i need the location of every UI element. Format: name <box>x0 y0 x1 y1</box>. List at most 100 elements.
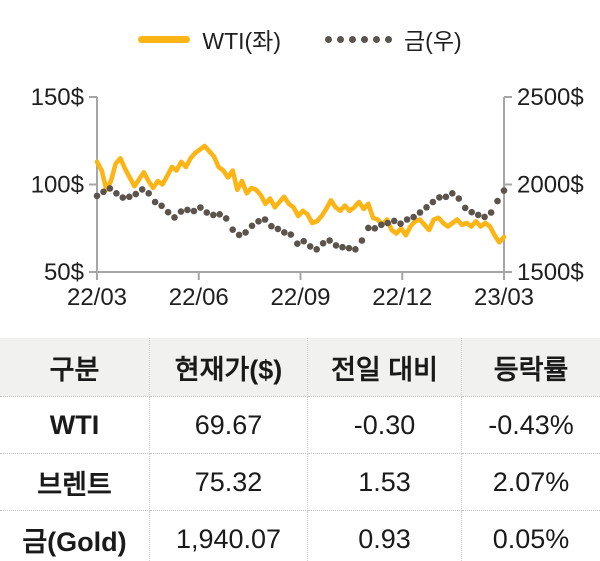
gold-series-dot <box>397 220 404 227</box>
table-row-price: 75.32 <box>150 454 308 511</box>
right-axis-tick-label: 2000$ <box>517 172 584 199</box>
gold-series-dot <box>339 243 346 251</box>
table-header-0: 구분 <box>0 338 150 397</box>
table-row-name: 금(Gold) <box>0 511 150 561</box>
gold-series-dot <box>222 215 230 222</box>
gold-series-dot <box>423 204 430 211</box>
gold-series-dot <box>332 242 340 249</box>
gold-series-dot <box>158 202 165 210</box>
gold-series-dot <box>352 246 359 253</box>
table-row-name: WTI <box>0 397 150 454</box>
x-axis-tick-label: 22/06 <box>169 284 229 311</box>
table-row-change: 1.53 <box>308 454 462 511</box>
table-row-pct: 2.07% <box>462 454 600 511</box>
table-row-name: 브렌트 <box>0 454 150 511</box>
gold-series-dot <box>268 222 275 230</box>
price-table: 구분 현재가($) 전일 대비 등락률 WTI 69.67 -0.30 -0.43% 브렌트 75… <box>0 338 600 561</box>
gold-series-dot <box>119 194 127 201</box>
gold-series-dot <box>449 190 456 197</box>
gold-series-dot <box>177 208 185 215</box>
gold-series-dot <box>248 222 256 230</box>
gold-series-dot <box>113 190 120 197</box>
gold-series-dot <box>255 218 262 225</box>
gold-series-dot <box>429 198 437 206</box>
x-axis-tick-label: 22/09 <box>270 284 330 311</box>
gold-series-dot <box>281 229 288 236</box>
gold-series-dot <box>126 193 133 201</box>
gold-series-dot <box>210 211 217 219</box>
gold-series-dot <box>365 224 372 232</box>
gold-series-dot <box>300 237 308 245</box>
right-axis-tick-label: 2500$ <box>517 84 584 111</box>
gold-series-dot <box>326 237 333 244</box>
table-header-1: 현재가($) <box>150 338 308 397</box>
gold-dots-swatch-icon <box>325 35 392 43</box>
gold-series-dot <box>474 211 482 219</box>
x-axis-tick-label: 22/03 <box>67 284 127 311</box>
legend-item-gold: 금(우) <box>325 22 462 56</box>
left-axis-tick-label: 100$ <box>31 172 84 199</box>
x-axis-tick-label: 22/12 <box>372 284 432 311</box>
gold-series-dot <box>384 219 392 227</box>
gold-series-dot <box>93 192 101 200</box>
legend-item-wti: WTI(좌) <box>138 22 281 56</box>
gold-series-dot <box>106 185 114 192</box>
wti-line-swatch-icon <box>138 35 191 43</box>
gold-series-dot <box>468 208 476 216</box>
gold-series-dot <box>197 204 204 211</box>
gold-series-dot <box>145 190 152 197</box>
gold-series-dot <box>403 216 411 223</box>
table-row-price: 1,940.07 <box>150 511 308 561</box>
gold-series-dot <box>190 207 198 215</box>
gold-series-dot <box>500 187 508 194</box>
gold-series-dot <box>442 193 450 201</box>
table-row-pct: -0.43% <box>462 397 600 454</box>
gold-legend-label: 금(우) <box>404 28 462 54</box>
gold-series-dot <box>138 186 146 193</box>
gold-series-dot <box>436 194 443 201</box>
gold-series-dot <box>235 231 243 239</box>
table-row-change: -0.30 <box>308 397 462 454</box>
wti-series-line <box>94 143 507 245</box>
gold-series-dot <box>132 190 140 198</box>
gold-series-dot <box>313 246 321 253</box>
gold-series-dot <box>461 204 469 212</box>
chart-legend: WTI(좌) 금(우) <box>0 22 600 56</box>
gold-series-dot <box>274 225 282 233</box>
gold-series-dot <box>184 206 191 214</box>
gold-series-dot <box>203 209 211 216</box>
gold-series-dot <box>242 229 249 236</box>
gold-series-dot <box>390 217 398 225</box>
gold-series-dot <box>358 237 366 244</box>
gold-series-dot <box>294 240 301 247</box>
table-header-3: 등락률 <box>462 338 600 397</box>
gold-series-dot <box>416 209 424 216</box>
left-axis-tick-label: 50$ <box>44 259 84 286</box>
gold-series-dot <box>371 225 379 232</box>
right-axis-tick-label: 1500$ <box>517 259 584 286</box>
gold-series-dot <box>151 198 159 206</box>
gold-series-dot <box>261 216 269 223</box>
gold-series-dot <box>171 214 178 221</box>
table-row-change: 0.93 <box>308 511 462 561</box>
gold-series-dot <box>306 243 314 250</box>
wti-legend-label: WTI(좌) <box>202 28 281 54</box>
gold-series-dot <box>410 213 417 221</box>
gold-series-dot <box>319 240 327 247</box>
gold-series-dot <box>229 226 236 233</box>
gold-series-dot <box>164 208 172 216</box>
chart-svg: 150$ 100$ 50$ 2500$ 2000$ 1500$ 22/03 22/06 22/0… <box>31 84 584 311</box>
table-row-pct: 0.05% <box>462 511 600 561</box>
gold-series-dot <box>481 213 488 221</box>
table-row-price: 69.67 <box>150 397 308 454</box>
gold-series-dot <box>287 231 295 238</box>
x-axis-tick-label: 23/03 <box>474 284 534 311</box>
gold-series-dot <box>494 197 501 205</box>
table-header-2: 전일 대비 <box>308 338 462 397</box>
gold-series-dot <box>345 244 353 252</box>
gold-series-dot <box>216 211 223 218</box>
left-axis-tick-label: 150$ <box>31 84 84 111</box>
gold-series-dot <box>487 209 495 216</box>
gold-series-dot <box>455 195 463 202</box>
